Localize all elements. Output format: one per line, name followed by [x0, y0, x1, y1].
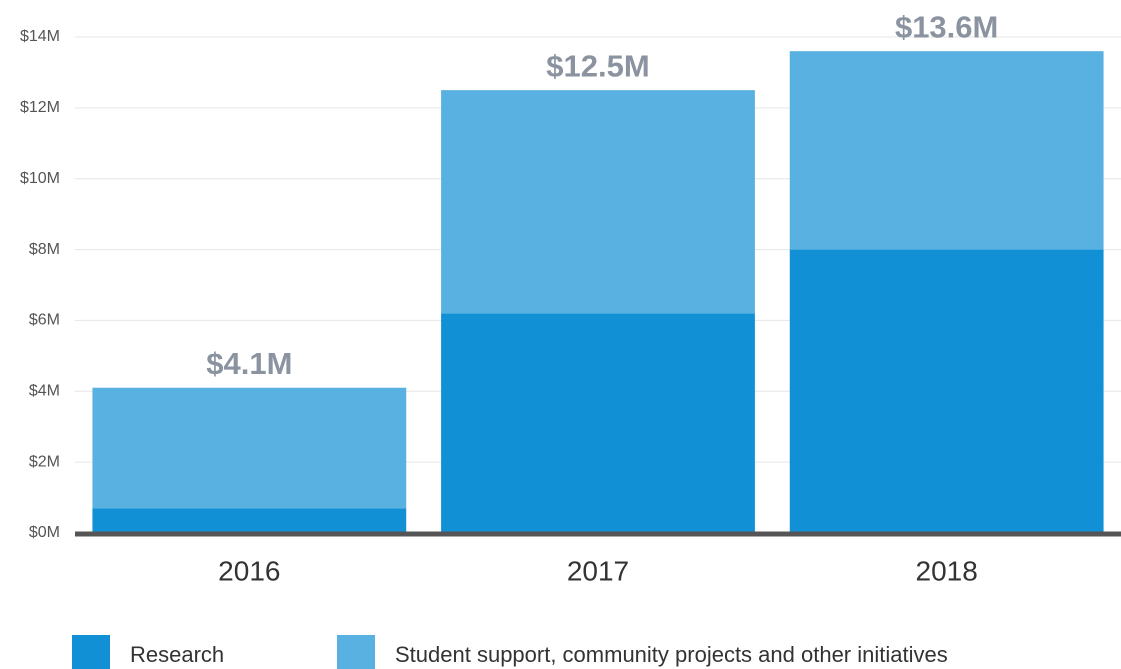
y-tick-label: $2M	[29, 453, 60, 470]
y-tick-label: $0M	[29, 524, 60, 541]
bar-segment	[92, 508, 407, 533]
y-tick-label: $6M	[29, 312, 60, 329]
y-tick-label: $8M	[29, 241, 60, 258]
legend-label: Student support, community projects and …	[395, 642, 948, 667]
bar-segment	[92, 387, 407, 509]
y-tick-label: $4M	[29, 383, 60, 400]
total-label: $12.5M	[546, 48, 649, 83]
bar-segment	[789, 249, 1104, 534]
bar-segment	[789, 51, 1104, 250]
x-tick-label: 2017	[567, 555, 629, 586]
bar-segment	[441, 313, 755, 533]
y-tick-label: $12M	[20, 99, 60, 116]
legend-swatch	[72, 635, 110, 669]
y-tick-label: $10M	[20, 170, 60, 187]
legend-label: Research	[130, 642, 224, 667]
total-label: $4.1M	[206, 346, 292, 381]
legend-swatch	[337, 635, 375, 669]
bar-segment	[441, 90, 755, 314]
total-label: $13.6M	[895, 9, 998, 44]
y-tick-label: $14M	[20, 28, 60, 45]
x-tick-label: 2016	[218, 555, 280, 586]
x-tick-label: 2018	[916, 555, 978, 586]
